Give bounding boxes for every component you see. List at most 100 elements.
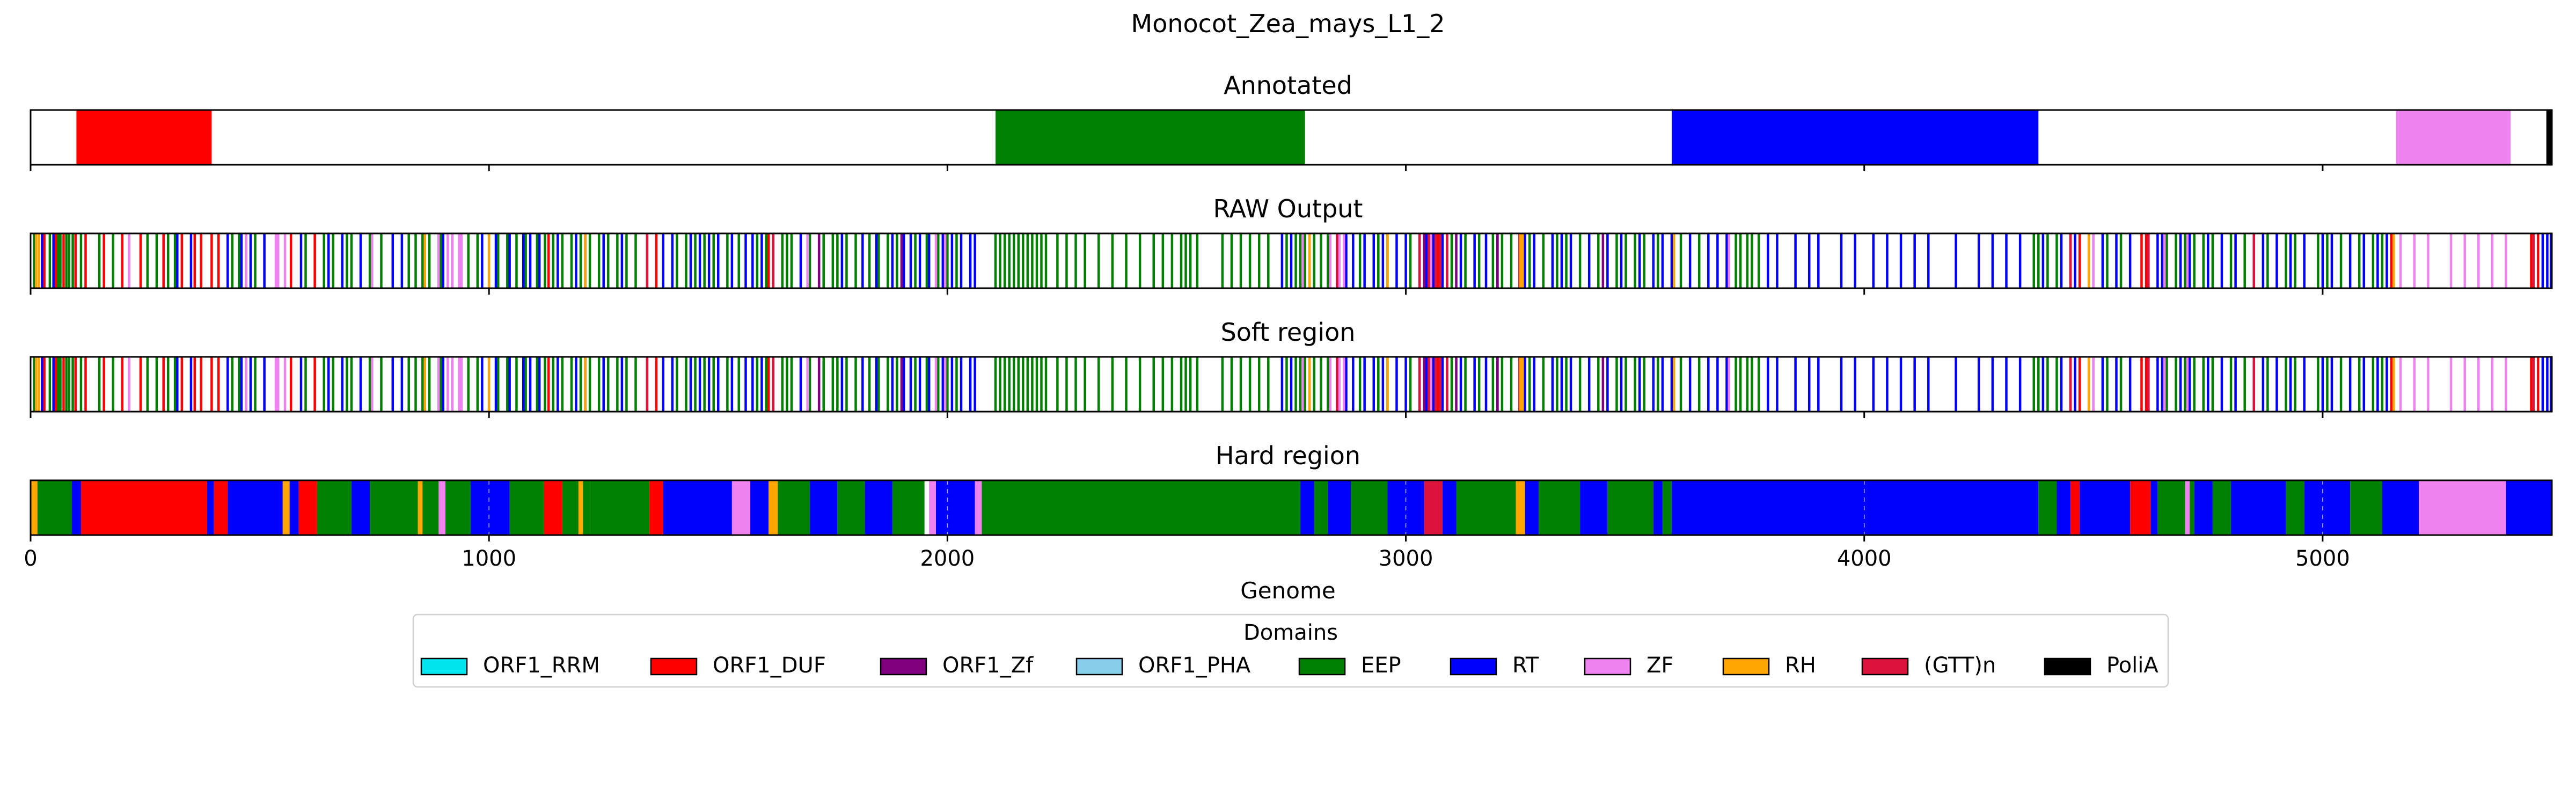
segment-EEP (1662, 480, 1672, 535)
segment-EEP (1539, 480, 1580, 535)
legend-swatch (880, 657, 927, 676)
segment-ZF (2419, 480, 2506, 535)
segment-RT (2057, 480, 2071, 535)
segment-RT (1442, 480, 1457, 535)
segment-ZF (731, 480, 751, 535)
segment-EEP (2286, 480, 2304, 535)
legend-item: PoliA (2044, 653, 2158, 678)
segment-ZF (2185, 480, 2190, 535)
legend-swatch (650, 657, 698, 676)
panel-frame (30, 356, 2553, 413)
x-axis-label: Genome (1240, 577, 1335, 604)
panel-title: Hard region (1216, 441, 1360, 470)
panel-3: Hard region 0 1000 2000 3000 4000 5000 (24, 441, 2553, 571)
legend-item: ZF (1584, 653, 1673, 678)
legend-swatch (2044, 657, 2091, 676)
segment-RT (865, 480, 892, 535)
segment-ORF1_DUF (76, 110, 212, 165)
legend-label: ZF (1646, 653, 1673, 678)
segment-RT (2080, 480, 2131, 535)
segment-RT (1525, 480, 1539, 535)
segment-RT (207, 480, 214, 535)
segment-RT (2231, 480, 2286, 535)
legend-swatch (1298, 657, 1346, 676)
segment-RT (289, 480, 299, 535)
legend-label: ORF1_PHA (1138, 653, 1251, 678)
x-tick-label: 2000 (920, 546, 975, 571)
segment-EEP (509, 480, 544, 535)
segment-RT (810, 480, 838, 535)
segment-EEP (590, 480, 650, 535)
segment-EEP (837, 480, 865, 535)
segment-RT (1671, 110, 2039, 165)
segment-(GTT)n (1424, 480, 1443, 535)
segment-ORF1_DUF (80, 480, 207, 535)
segment-EEP (996, 110, 1305, 165)
segment-RT (750, 480, 769, 535)
segment-EEP (2350, 480, 2382, 535)
segment-RT (1653, 480, 1663, 535)
segment-ORF1_DUF (298, 480, 317, 535)
segment-ZF (929, 480, 936, 535)
segment-EEP (562, 480, 590, 535)
segment-RT (2382, 480, 2419, 535)
segment-EEP (1351, 480, 1388, 535)
legend-item: RT (1450, 653, 1539, 678)
x-tick-label: 0 (24, 546, 37, 571)
segment-RT (1671, 480, 2039, 535)
panel-title: Soft region (1221, 318, 1356, 347)
legend-title: Domains (1243, 620, 1338, 645)
panel-1: RAW Output (30, 194, 2553, 295)
legend-item: RH (1722, 653, 1816, 678)
segment-RT (2194, 480, 2213, 535)
panel-frame (30, 232, 2553, 289)
legend-item: EEP (1298, 653, 1401, 678)
legend-item: ORF1_DUF (650, 653, 826, 678)
x-tick-label: 4000 (1837, 546, 1892, 571)
segment-EEP (2038, 480, 2057, 535)
segment-RH (769, 480, 778, 535)
legend-swatch (1450, 657, 1497, 676)
segment-ORF1_DUF (214, 480, 228, 535)
segment-EEP (2212, 480, 2231, 535)
segment-EEP (1456, 480, 1516, 535)
x-tick-label: 3000 (1379, 546, 1433, 571)
x-tick-label: 1000 (462, 546, 516, 571)
segment-RH (1516, 480, 1525, 535)
legend-label: ORF1_DUF (713, 653, 826, 678)
legend-label: ORF1_RRM (483, 653, 600, 678)
segment-EEP (1607, 480, 1653, 535)
legend-swatch (1722, 657, 1770, 676)
panels-group: Annotated RAW Output Soft region Hard regio… (24, 71, 2553, 571)
segment-RH (578, 480, 583, 535)
legend-swatch (1584, 657, 1631, 676)
segment-RT (228, 480, 283, 535)
segment-ORF1_DUF (2070, 480, 2080, 535)
legend-item: ORF1_PHA (1075, 653, 1251, 678)
segment-RT (71, 480, 81, 535)
legend-label: ORF1_Zf (942, 653, 1034, 678)
legend-label: EEP (1361, 653, 1401, 678)
legend: Domains ORF1_RRM ORF1_DUF ORF1_Zf ORF1_PHA EE… (412, 613, 2169, 688)
segment-ZF (975, 480, 982, 535)
panel-frame (30, 479, 2553, 536)
legend-label: RH (1785, 653, 1816, 678)
segment-RT (1580, 480, 1608, 535)
segment-RH (282, 480, 290, 535)
segment-RH (418, 480, 423, 535)
x-tick-label: 5000 (2295, 546, 2350, 571)
segment-RT (471, 480, 510, 535)
segment-RT (663, 480, 732, 535)
segment-EEP (892, 480, 925, 535)
segment-ORF1_DUF (649, 480, 663, 535)
segment-EEP (370, 480, 418, 535)
segment-PoliA (2546, 110, 2552, 165)
legend-item: ORF1_Zf (880, 653, 1034, 678)
legend-item: ORF1_RRM (420, 653, 600, 678)
panel-title: Annotated (1224, 71, 1352, 100)
chart-title: Monocot_Zea_mays_L1_2 (1131, 9, 1445, 38)
legend-label: PoliA (2106, 653, 2158, 678)
segment-ORF1_DUF (544, 480, 562, 535)
